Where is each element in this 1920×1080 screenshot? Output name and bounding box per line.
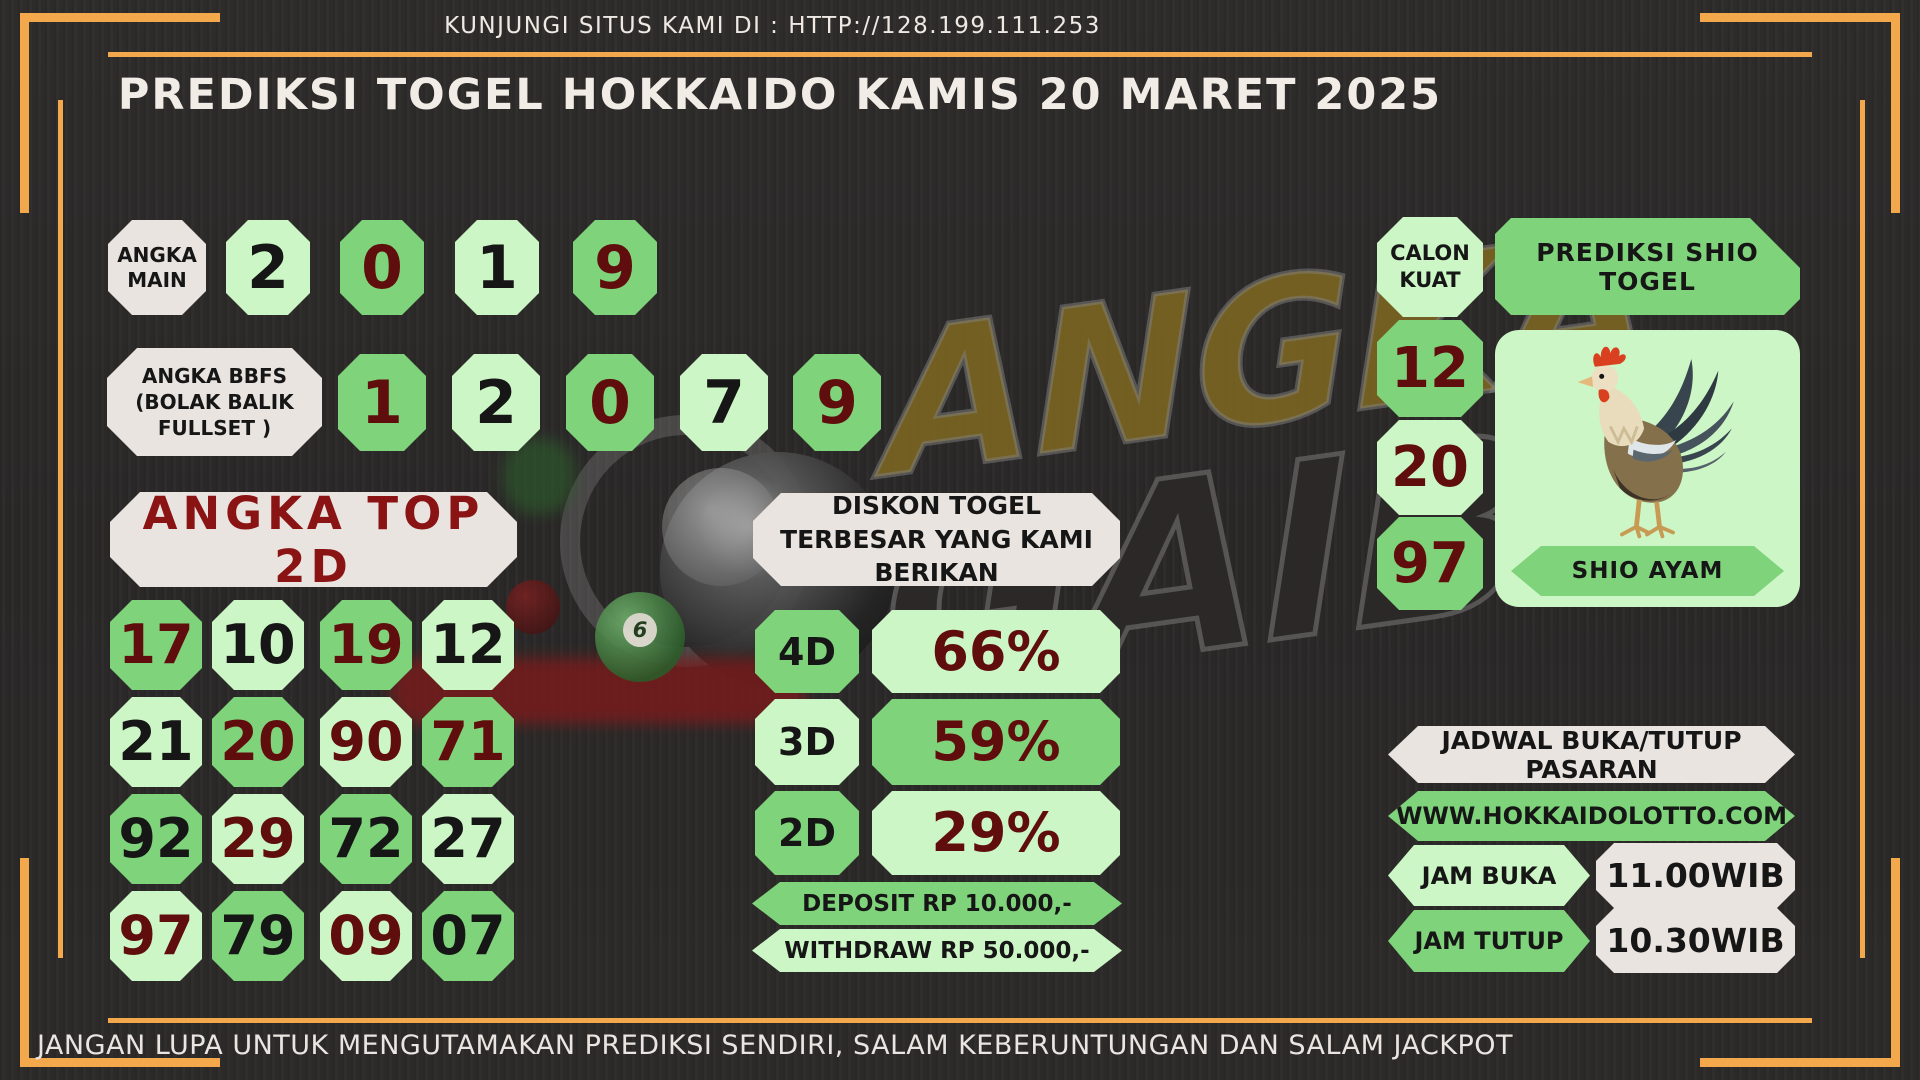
frame-corner-bottom-left-h <box>20 1058 220 1067</box>
angka-bbfs-digit-4: 7 <box>680 354 768 451</box>
top2d-cell-21: 21 <box>110 697 202 787</box>
top2d-cell-92: 92 <box>110 794 202 884</box>
page-title: PREDIKSI TOGEL HOKKAIDO KAMIS 20 MARET 2… <box>117 70 1443 120</box>
angka-main-digit-2: 0 <box>340 220 424 315</box>
withdraw-banner: WITHDRAW RP 50.000,- <box>752 929 1122 972</box>
jam-tutup-value: 10.30WIB <box>1596 908 1795 973</box>
jam-buka-value: 11.00WIB <box>1596 843 1795 908</box>
diskon-4d-value: 66% <box>872 610 1120 693</box>
frame-corner-bottom-right-h <box>1700 1058 1900 1067</box>
jam-tutup-label: JAM TUTUP <box>1388 910 1590 972</box>
frame-corner-top-left-h <box>20 13 220 22</box>
red-ball-decoration <box>506 580 560 634</box>
angka-bbfs-digit-1: 1 <box>338 354 426 451</box>
frame-corner-top-left-v <box>20 13 29 213</box>
angka-main-digit-4: 9 <box>573 220 657 315</box>
deposit-banner: DEPOSIT RP 10.000,- <box>752 882 1122 925</box>
frame-corner-top-right-v <box>1891 13 1900 213</box>
top2d-cell-07: 07 <box>422 891 514 981</box>
top2d-cell-72: 72 <box>320 794 412 884</box>
angka-bbfs-digit-2: 2 <box>452 354 540 451</box>
frame-inner-right-line <box>1860 100 1865 958</box>
angka-main-label: ANGKA MAIN <box>108 220 206 315</box>
angka-main-digit-1: 2 <box>226 220 310 315</box>
jam-buka-label: JAM BUKA <box>1388 845 1590 906</box>
billiard-6ball-number: 6 <box>623 612 657 647</box>
top2d-cell-27: 27 <box>422 794 514 884</box>
rooster-illustration <box>1577 346 1734 539</box>
frame-corner-bottom-left-v <box>20 858 29 1058</box>
diskon-3d-label: 3D <box>755 699 859 785</box>
frame-inner-bottom-line <box>108 1018 1812 1023</box>
jadwal-title: JADWAL BUKA/TUTUP PASARAN <box>1388 726 1795 783</box>
top2d-cell-10: 10 <box>212 600 304 690</box>
footer-note: JANGAN LUPA UNTUK MENGUTAMAKAN PREDIKSI … <box>36 1030 1514 1061</box>
top2d-cell-20: 20 <box>212 697 304 787</box>
frame-corner-bottom-right-v <box>1891 858 1900 1058</box>
top2d-cell-09: 09 <box>320 891 412 981</box>
angka-bbfs-digit-5: 9 <box>793 354 881 451</box>
angka-top-2d-title: ANGKA TOP 2D <box>110 492 517 587</box>
diskon-3d-value: 59% <box>872 699 1120 785</box>
angka-bbfs-digit-3: 0 <box>566 354 654 451</box>
shio-name-banner: SHIO AYAM <box>1511 546 1784 596</box>
top2d-cell-12: 12 <box>422 600 514 690</box>
frame-corner-top-right-h <box>1700 13 1900 22</box>
calon-kuat-20: 20 <box>1377 420 1483 515</box>
billiard-6ball-decoration: 6 <box>595 592 685 682</box>
website-banner[interactable]: WWW.HOKKAIDOLOTTO.COM <box>1388 791 1795 841</box>
top2d-cell-97: 97 <box>110 891 202 981</box>
frame-inner-left-line <box>58 100 63 958</box>
angka-main-digit-3: 1 <box>455 220 539 315</box>
diskon-2d-label: 2D <box>755 791 859 875</box>
frame-inner-top-line <box>108 52 1812 57</box>
diskon-title: DISKON TOGEL TERBESAR YANG KAMI BERIKAN <box>753 493 1120 586</box>
top2d-cell-29: 29 <box>212 794 304 884</box>
calon-kuat-97: 97 <box>1377 517 1483 610</box>
angka-bbfs-label: ANGKA BBFS (BOLAK BALIK FULLSET ) <box>107 348 322 456</box>
top2d-cell-90: 90 <box>320 697 412 787</box>
diskon-4d-label: 4D <box>755 610 859 693</box>
top2d-cell-17: 17 <box>110 600 202 690</box>
diskon-2d-value: 29% <box>872 791 1120 875</box>
shio-panel: SHIO AYAM <box>1495 330 1800 607</box>
site-url-notice[interactable]: KUNJUNGI SITUS KAMI DI : HTTP://128.199.… <box>444 13 1101 39</box>
top2d-cell-71: 71 <box>422 697 514 787</box>
calon-kuat-12: 12 <box>1377 320 1483 417</box>
calon-kuat-label: CALON KUAT <box>1377 217 1483 317</box>
top2d-cell-79: 79 <box>212 891 304 981</box>
shio-title: PREDIKSI SHIO TOGEL <box>1495 218 1800 315</box>
top2d-cell-19: 19 <box>320 600 412 690</box>
